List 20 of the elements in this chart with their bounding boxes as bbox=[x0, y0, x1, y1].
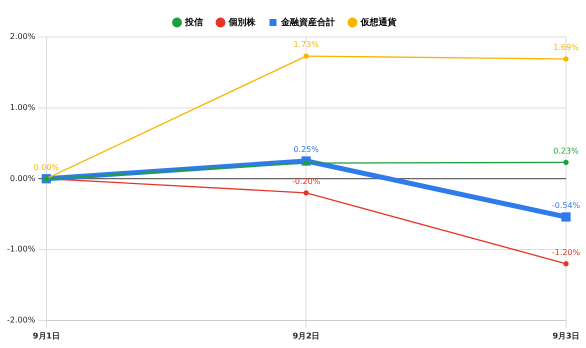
y-tick-label: 2.00% bbox=[10, 32, 36, 42]
data-label: 0.23% bbox=[553, 146, 580, 156]
data-label: -1.20% bbox=[552, 248, 581, 257]
y-tick-label: 1.00% bbox=[10, 102, 36, 112]
y-tick-label: -1.00% bbox=[6, 244, 36, 254]
data-label: 1.69% bbox=[553, 43, 580, 52]
data-label: 0.00% bbox=[34, 162, 60, 172]
data-label: 0.25% bbox=[293, 145, 320, 154]
data-label: 1.73% bbox=[293, 40, 320, 50]
legend-label: 金融資産合計 bbox=[280, 16, 335, 28]
legend-label: 個別株 bbox=[228, 16, 256, 28]
data-label: -0.54% bbox=[552, 201, 581, 210]
x-tick-label: 9月1日 bbox=[32, 331, 60, 340]
x-tick-label: 9月2日 bbox=[292, 331, 320, 340]
y-tick-label: 0.00% bbox=[10, 174, 36, 183]
legend-label: 投信 bbox=[184, 16, 203, 28]
data-label: -0.20% bbox=[292, 176, 321, 186]
legend-label: 仮想通貨 bbox=[360, 16, 396, 28]
x-tick-label: 9月3日 bbox=[552, 331, 580, 340]
y-tick-label: -2.00% bbox=[6, 315, 36, 324]
